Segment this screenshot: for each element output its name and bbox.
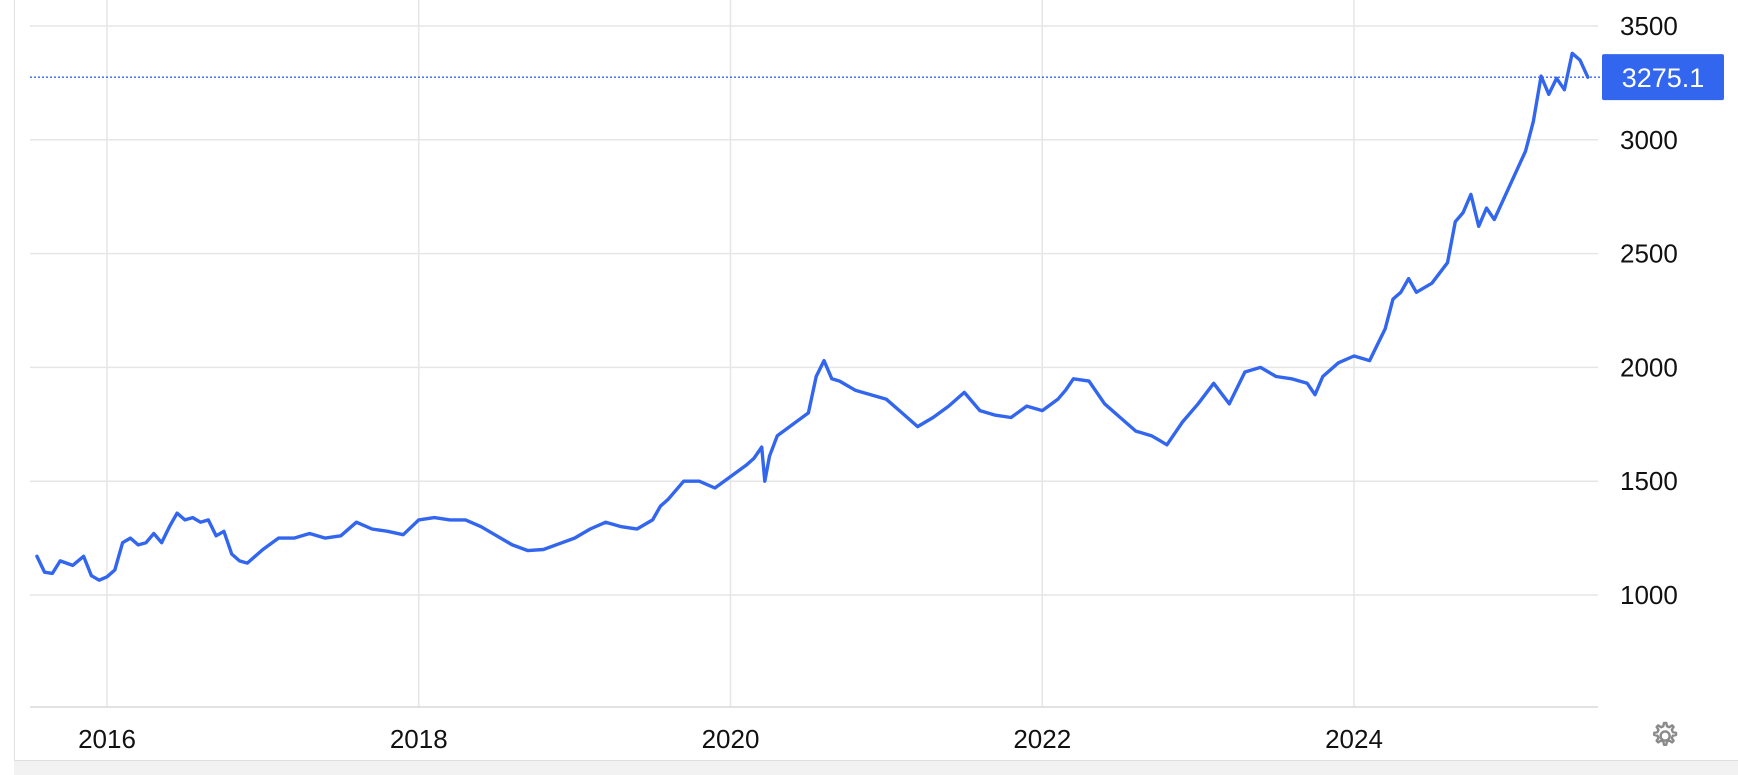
vertical-gridlines [107, 0, 1354, 707]
horizontal-gridlines [30, 26, 1598, 595]
x-tick-label: 2022 [1013, 724, 1071, 754]
y-tick-label: 1000 [1620, 580, 1678, 610]
y-axis-tick-labels: 1000 1500 2000 2500 3000 3500 [1620, 11, 1678, 610]
last-value-badge: 3275.1 [1602, 54, 1724, 100]
gear-icon [1647, 719, 1681, 753]
series-line [37, 53, 1588, 580]
y-tick-label: 1500 [1620, 466, 1678, 496]
x-tick-label: 2020 [702, 724, 760, 754]
x-axis-tick-labels: 2016 2018 2020 2022 2024 [78, 724, 1383, 754]
y-tick-label: 2000 [1620, 352, 1678, 382]
settings-button[interactable] [1646, 718, 1682, 754]
x-tick-label: 2016 [78, 724, 136, 754]
y-tick-label: 2500 [1620, 239, 1678, 269]
last-value-label: 3275.1 [1622, 63, 1705, 93]
y-tick-label: 3500 [1620, 11, 1678, 41]
series-points [37, 53, 1588, 580]
chart-bottom-bar [14, 760, 1738, 775]
x-tick-label: 2018 [390, 724, 448, 754]
x-tick-label: 2024 [1325, 724, 1383, 754]
y-tick-label: 3000 [1620, 125, 1678, 155]
